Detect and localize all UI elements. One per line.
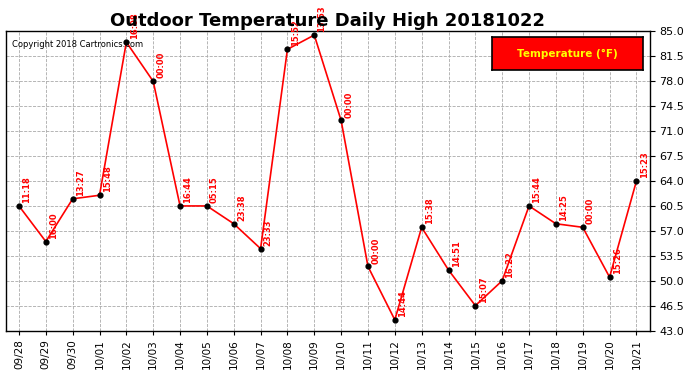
Point (40, 238, 51, 244)
Text: 23:33: 23:33 (264, 219, 273, 246)
Point (228, 221, 239, 227)
Point (604, 274, 615, 280)
Point (631, 178, 642, 184)
Text: 15:48: 15:48 (103, 166, 112, 192)
Text: 15:38: 15:38 (425, 198, 434, 225)
Text: 13:53: 13:53 (317, 6, 326, 32)
Point (255, 246, 266, 252)
Point (121, 39, 132, 45)
Text: 16:22: 16:22 (505, 251, 515, 278)
Text: 15:07: 15:07 (479, 276, 488, 303)
Point (389, 317, 400, 323)
Title: Outdoor Temperature Daily High 20181022: Outdoor Temperature Daily High 20181022 (110, 12, 545, 30)
Text: 15:23: 15:23 (640, 152, 649, 178)
Point (148, 78, 159, 84)
Point (335, 117, 346, 123)
Point (497, 278, 508, 284)
Text: 16:44: 16:44 (184, 176, 193, 203)
Text: 15:44: 15:44 (532, 176, 541, 203)
Text: 00:00: 00:00 (157, 52, 166, 78)
Point (201, 203, 213, 209)
Text: 16:00: 16:00 (49, 212, 58, 239)
Point (175, 203, 186, 209)
Text: 05:15: 05:15 (210, 176, 219, 203)
Point (443, 267, 454, 273)
Text: 16:08: 16:08 (130, 13, 139, 39)
Point (524, 203, 535, 209)
Text: 00:00: 00:00 (344, 91, 353, 118)
Text: 13:27: 13:27 (76, 170, 85, 196)
Point (94, 192, 105, 198)
Point (282, 46, 293, 52)
Text: 15:52: 15:52 (290, 20, 299, 46)
Text: 11:18: 11:18 (22, 176, 31, 203)
Point (578, 224, 589, 230)
Point (470, 303, 481, 309)
Text: Copyright 2018 Cartronics.com: Copyright 2018 Cartronics.com (12, 40, 143, 50)
Point (416, 224, 427, 230)
Point (67, 196, 78, 202)
Text: 14:25: 14:25 (559, 194, 568, 221)
Point (551, 221, 562, 227)
Point (362, 264, 373, 270)
Text: 15:26: 15:26 (613, 248, 622, 274)
Text: 00:00: 00:00 (371, 237, 380, 264)
Point (308, 32, 319, 38)
Point (14, 203, 25, 209)
Text: 14:51: 14:51 (452, 240, 461, 267)
Text: 14:44: 14:44 (398, 290, 407, 317)
Text: 00:00: 00:00 (586, 198, 595, 225)
Text: 23:38: 23:38 (237, 194, 246, 221)
